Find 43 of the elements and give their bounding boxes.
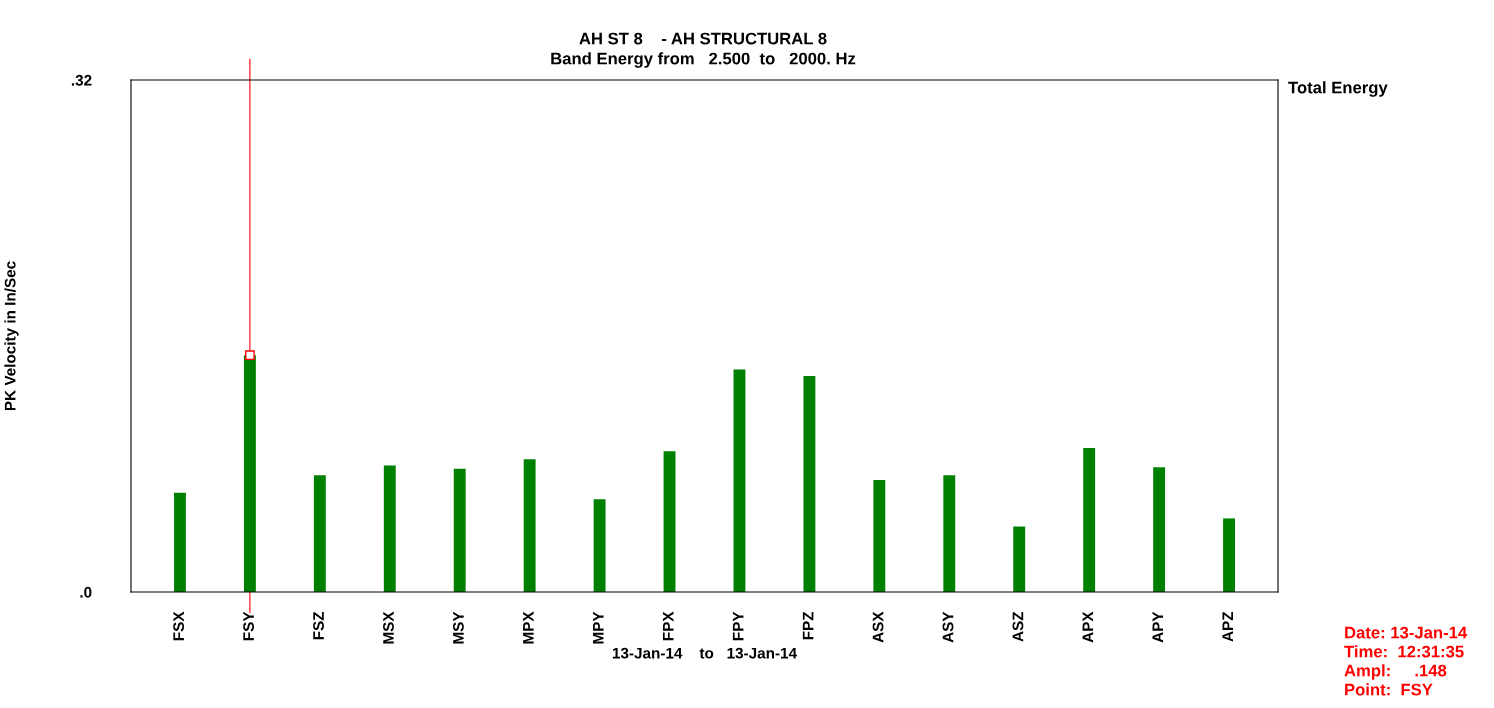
x-tick-label: FPX xyxy=(662,611,674,641)
x-tick-label: ASX xyxy=(872,611,884,643)
x-tick-label: FPZ xyxy=(802,611,814,640)
x-tick-label: FPY xyxy=(732,611,744,641)
x-tick-label: MSY xyxy=(453,611,464,644)
y-tick-label: .32 xyxy=(71,74,92,86)
x-tick-label: FSX xyxy=(173,611,185,641)
bar xyxy=(383,465,396,592)
y-axis-title: PK Velocity in In/Sec xyxy=(4,261,19,411)
x-tick-label: APX xyxy=(1082,611,1094,643)
bar xyxy=(174,492,186,592)
text: Ampl: .148 xyxy=(1344,664,1447,680)
bar xyxy=(1013,526,1026,592)
x-tick-label: ASZ xyxy=(1012,611,1024,642)
bar xyxy=(803,376,816,592)
chart-title: AH ST 8 - AH STRUCTURAL 8 xyxy=(579,32,827,45)
y-tick-label: .0 xyxy=(80,586,92,598)
chart-subtitle: Band Energy from 2.500 to 2000. Hz xyxy=(551,52,856,68)
text: Date: 13-Jan-14 xyxy=(1345,626,1468,639)
x-tick-label: APY xyxy=(1152,611,1164,643)
bar xyxy=(733,369,746,592)
x-tick-label: MPX xyxy=(523,611,534,644)
x-tick-label: APZ xyxy=(1222,611,1233,642)
x-tick-label: MSX xyxy=(383,611,394,644)
bar xyxy=(873,480,886,592)
x-tick-label: FSY xyxy=(243,611,254,641)
x-tick-label: MPY xyxy=(593,611,604,644)
x-tick-label: FSZ xyxy=(313,611,324,640)
bar xyxy=(243,355,256,592)
bar xyxy=(1153,467,1166,592)
text: Total Energy xyxy=(1288,81,1388,97)
text: Time: 12:31:35 xyxy=(1344,645,1464,658)
bar xyxy=(943,475,956,592)
bar xyxy=(1083,448,1096,592)
text: Point: FSY xyxy=(1345,683,1433,696)
bar xyxy=(453,468,466,592)
x-axis-title: 13-Jan-14 to 13-Jan-14 xyxy=(612,647,797,659)
x-tick-label: ASY xyxy=(942,611,954,643)
bar xyxy=(663,451,676,592)
bar xyxy=(593,499,606,592)
bar xyxy=(523,459,536,592)
bar xyxy=(1223,518,1235,592)
bar xyxy=(313,475,326,592)
